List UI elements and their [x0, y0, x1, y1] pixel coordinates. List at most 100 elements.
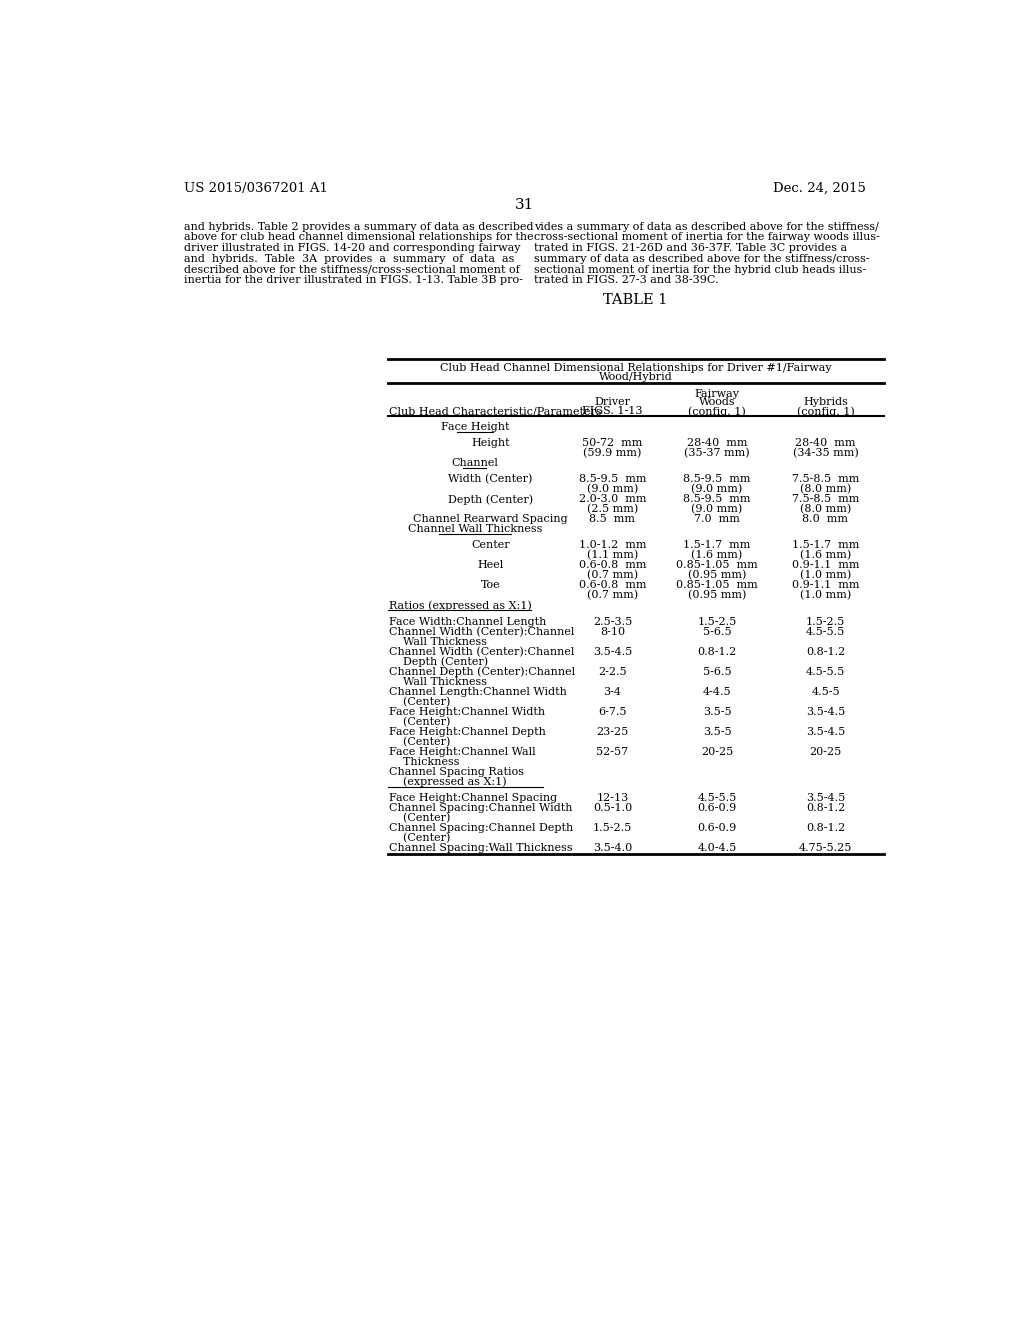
Text: (expressed as X:1): (expressed as X:1) [389, 776, 507, 787]
Text: 5-6.5: 5-6.5 [702, 667, 731, 677]
Text: (1.1 mm): (1.1 mm) [587, 550, 638, 561]
Text: inertia for the driver illustrated in FIGS. 1-13. Table 3B pro-: inertia for the driver illustrated in FI… [183, 276, 522, 285]
Text: (1.6 mm): (1.6 mm) [800, 550, 851, 561]
Text: 7.0  mm: 7.0 mm [694, 515, 740, 524]
Text: cross-sectional moment of inertia for the fairway woods illus-: cross-sectional moment of inertia for th… [535, 232, 880, 243]
Text: 28-40  mm: 28-40 mm [796, 438, 856, 447]
Text: 0.8-1.2: 0.8-1.2 [697, 647, 736, 656]
Text: 0.9-1.1  mm: 0.9-1.1 mm [792, 561, 859, 570]
Text: 5-6.5: 5-6.5 [702, 627, 731, 636]
Text: Channel Wall Thickness: Channel Wall Thickness [408, 524, 542, 535]
Text: 8.0  mm: 8.0 mm [803, 515, 849, 524]
Text: 0.6-0.9: 0.6-0.9 [697, 803, 736, 813]
Text: 1.5-1.7  mm: 1.5-1.7 mm [683, 540, 751, 550]
Text: Woods: Woods [698, 397, 735, 407]
Text: Channel Length:Channel Width: Channel Length:Channel Width [389, 686, 567, 697]
Text: (9.0 mm): (9.0 mm) [691, 504, 742, 515]
Text: 1.5-1.7  mm: 1.5-1.7 mm [792, 540, 859, 550]
Text: Heel: Heel [477, 561, 504, 570]
Text: 3.5-5: 3.5-5 [702, 726, 731, 737]
Text: TABLE 1: TABLE 1 [603, 293, 668, 308]
Text: trated in FIGS. 27-3 and 38-39C.: trated in FIGS. 27-3 and 38-39C. [535, 276, 719, 285]
Text: (0.95 mm): (0.95 mm) [688, 570, 746, 581]
Text: 3.5-4.5: 3.5-4.5 [806, 726, 845, 737]
Text: (9.0 mm): (9.0 mm) [587, 484, 638, 495]
Text: US 2015/0367201 A1: US 2015/0367201 A1 [183, 182, 328, 194]
Text: summary of data as described above for the stiffness/cross-: summary of data as described above for t… [535, 253, 869, 264]
Text: Face Width:Channel Length: Face Width:Channel Length [389, 616, 547, 627]
Text: Height: Height [471, 438, 510, 447]
Text: 1.5-2.5: 1.5-2.5 [806, 616, 845, 627]
Text: 0.8-1.2: 0.8-1.2 [806, 803, 845, 813]
Text: Hybrids: Hybrids [803, 397, 848, 407]
Text: (1.0 mm): (1.0 mm) [800, 570, 851, 581]
Text: Channel Width (Center):Channel: Channel Width (Center):Channel [389, 627, 574, 636]
Text: (Center): (Center) [389, 833, 451, 843]
Text: 3.5-5: 3.5-5 [702, 706, 731, 717]
Text: (35-37 mm): (35-37 mm) [684, 447, 750, 458]
Text: 0.85-1.05  mm: 0.85-1.05 mm [676, 561, 758, 570]
Text: Face Height:Channel Width: Face Height:Channel Width [389, 706, 546, 717]
Text: 4-4.5: 4-4.5 [702, 686, 731, 697]
Text: Channel Width (Center):Channel: Channel Width (Center):Channel [389, 647, 574, 657]
Text: Face Height:Channel Spacing: Face Height:Channel Spacing [389, 793, 557, 803]
Text: 28-40  mm: 28-40 mm [687, 438, 748, 447]
Text: trated in FIGS. 21-26D and 36-37F. Table 3C provides a: trated in FIGS. 21-26D and 36-37F. Table… [535, 243, 847, 253]
Text: (Center): (Center) [389, 697, 451, 708]
Text: 2.0-3.0  mm: 2.0-3.0 mm [579, 494, 646, 504]
Text: 7.5-8.5  mm: 7.5-8.5 mm [792, 494, 859, 504]
Text: Toe: Toe [480, 581, 500, 590]
Text: 4.5-5: 4.5-5 [811, 686, 840, 697]
Text: 52-57: 52-57 [596, 747, 629, 756]
Text: vides a summary of data as described above for the stiffness/: vides a summary of data as described abo… [535, 222, 879, 231]
Text: 0.9-1.1  mm: 0.9-1.1 mm [792, 581, 859, 590]
Text: Channel Depth (Center):Channel: Channel Depth (Center):Channel [389, 667, 575, 677]
Text: Center: Center [471, 540, 510, 550]
Text: (0.95 mm): (0.95 mm) [688, 590, 746, 601]
Text: (1.0 mm): (1.0 mm) [800, 590, 851, 601]
Text: 3.5-4.0: 3.5-4.0 [593, 843, 632, 853]
Text: 0.5-1.0: 0.5-1.0 [593, 803, 632, 813]
Text: 12-13: 12-13 [596, 793, 629, 803]
Text: and  hybrids.  Table  3A  provides  a  summary  of  data  as: and hybrids. Table 3A provides a summary… [183, 253, 514, 264]
Text: (0.7 mm): (0.7 mm) [587, 590, 638, 601]
Text: Face Height:Channel Depth: Face Height:Channel Depth [389, 726, 546, 737]
Text: Face Height:Channel Wall: Face Height:Channel Wall [389, 747, 536, 756]
Text: Face Height: Face Height [440, 422, 509, 432]
Text: 0.8-1.2: 0.8-1.2 [806, 647, 845, 656]
Text: Fairway: Fairway [694, 388, 739, 399]
Text: 1.0-1.2  mm: 1.0-1.2 mm [579, 540, 646, 550]
Text: Dec. 24, 2015: Dec. 24, 2015 [773, 182, 866, 194]
Text: Channel Rearward Spacing: Channel Rearward Spacing [413, 515, 567, 524]
Text: 31: 31 [515, 198, 535, 213]
Text: Club Head Characteristic/Parameters: Club Head Characteristic/Parameters [389, 407, 602, 416]
Text: Channel Spacing Ratios: Channel Spacing Ratios [389, 767, 524, 776]
Text: 4.5-5.5: 4.5-5.5 [697, 793, 736, 803]
Text: 8.5-9.5  mm: 8.5-9.5 mm [683, 494, 751, 504]
Text: 23-25: 23-25 [596, 726, 629, 737]
Text: 0.8-1.2: 0.8-1.2 [806, 822, 845, 833]
Text: Thickness: Thickness [389, 756, 460, 767]
Text: sectional moment of inertia for the hybrid club heads illus-: sectional moment of inertia for the hybr… [535, 264, 866, 275]
Text: 3.5-4.5: 3.5-4.5 [806, 793, 845, 803]
Text: 4.0-4.5: 4.0-4.5 [697, 843, 736, 853]
Text: FIGS. 1-13: FIGS. 1-13 [582, 407, 643, 416]
Text: Wood/Hybrid: Wood/Hybrid [599, 372, 673, 383]
Text: (8.0 mm): (8.0 mm) [800, 504, 851, 515]
Text: 3.5-4.5: 3.5-4.5 [593, 647, 632, 656]
Text: (config. 1): (config. 1) [688, 407, 745, 417]
Text: 8-10: 8-10 [600, 627, 625, 636]
Text: (34-35 mm): (34-35 mm) [793, 447, 858, 458]
Text: (59.9 mm): (59.9 mm) [584, 447, 642, 458]
Text: Depth (Center): Depth (Center) [447, 494, 532, 504]
Text: 3-4: 3-4 [603, 686, 622, 697]
Text: 50-72  mm: 50-72 mm [583, 438, 643, 447]
Text: Wall Thickness: Wall Thickness [389, 636, 487, 647]
Text: Depth (Center): Depth (Center) [389, 656, 488, 667]
Text: 20-25: 20-25 [700, 747, 733, 756]
Text: 8.5  mm: 8.5 mm [590, 515, 635, 524]
Text: 0.6-0.8  mm: 0.6-0.8 mm [579, 561, 646, 570]
Text: Club Head Channel Dimensional Relationships for Driver #1/Fairway: Club Head Channel Dimensional Relationsh… [440, 363, 831, 374]
Text: 7.5-8.5  mm: 7.5-8.5 mm [792, 474, 859, 484]
Text: Ratios (expressed as X:1): Ratios (expressed as X:1) [389, 601, 531, 611]
